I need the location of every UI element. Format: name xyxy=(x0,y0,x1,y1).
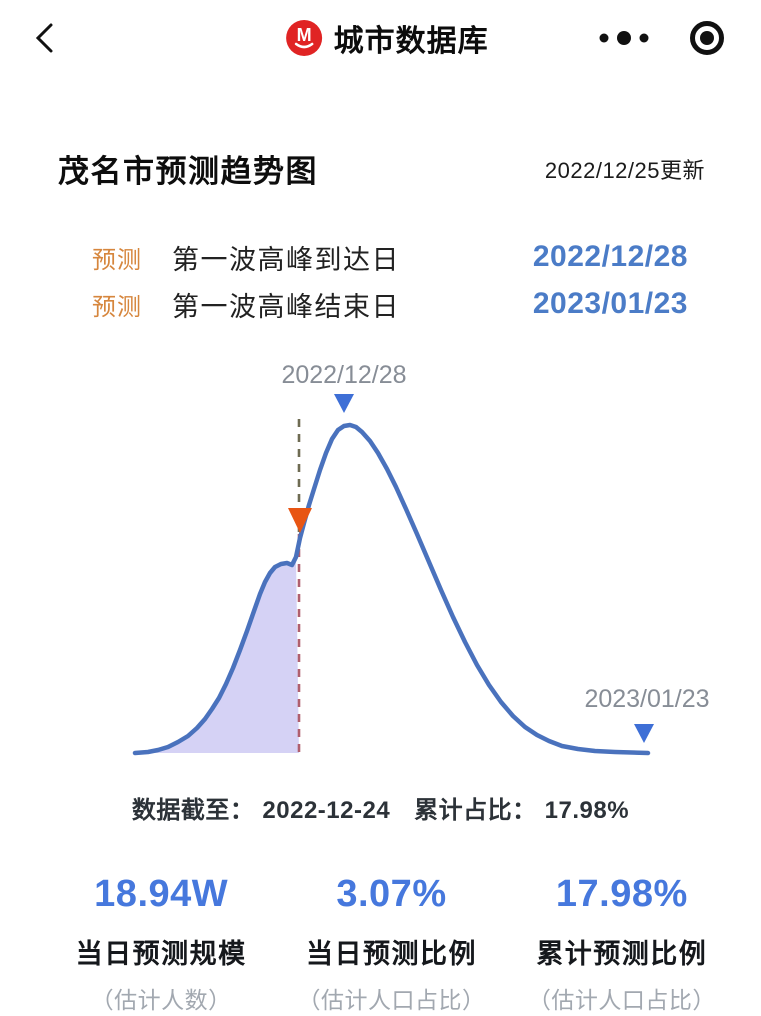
cutoff-arrow-icon xyxy=(288,508,312,533)
trend-chart-svg: 2022/12/28 2023/01/23 xyxy=(132,361,710,756)
prediction-label: 第一波高峰到达日 xyxy=(172,244,400,275)
chart-caption: 数据截至： 2022-12-24 累计占比： 17.98% xyxy=(0,790,761,825)
stat-value: 3.07% xyxy=(336,873,447,915)
share-caption-label: 累计占比： xyxy=(414,797,537,824)
navbar: M 城市数据库 xyxy=(0,0,761,76)
prediction-label: 第一波高峰结束日 xyxy=(172,291,400,322)
more-menu-button[interactable] xyxy=(597,29,651,47)
prediction-row-peak: 预测 第一波高峰到达日 2022/12/28 xyxy=(92,240,688,275)
prediction-row-end: 预测 第一波高峰结束日 2023/01/23 xyxy=(92,287,688,322)
stat-sublabel: （估计人数） xyxy=(90,987,232,1013)
stat-label: 累计预测比例 xyxy=(536,939,708,969)
stat-cumulative-ratio: 17.98% 累计预测比例 （估计人口占比） xyxy=(507,873,737,1015)
close-capsule-button[interactable] xyxy=(687,18,727,58)
circle-dot-icon xyxy=(690,21,724,55)
prediction-curve xyxy=(132,422,651,756)
more-dots-icon xyxy=(599,31,649,45)
page-title: 茂名市预测趋势图 xyxy=(58,154,318,189)
svg-text:M: M xyxy=(296,25,311,45)
back-button[interactable] xyxy=(30,18,64,58)
cutoff-caption-label: 数据截至： xyxy=(131,797,255,824)
stats-row: 18.94W 当日预测规模 （估计人数） 3.07% 当日预测比例 （估计人口占… xyxy=(0,873,761,1015)
stat-label: 当日预测比例 xyxy=(305,939,477,969)
stat-value: 17.98% xyxy=(555,873,688,915)
peak-date-label: 2022/12/28 xyxy=(281,361,406,389)
prediction-badge: 预测 xyxy=(92,246,142,274)
chevron-left-icon xyxy=(35,23,53,53)
app-title: 城市数据库 xyxy=(333,25,489,58)
stat-value: 18.94W xyxy=(94,873,229,915)
peak-triangle-icon xyxy=(334,394,354,413)
stat-daily-ratio: 3.07% 当日预测比例 （估计人口占比） xyxy=(276,873,506,1015)
end-triangle-icon xyxy=(634,724,654,743)
cutoff-caption-value: 2022-12-24 xyxy=(262,797,391,824)
page-head: 茂名市预测趋势图 2022/12/25更新 xyxy=(0,146,761,191)
content: 茂名市预测趋势图 2022/12/25更新 预测 第一波高峰到达日 2022/1… xyxy=(0,146,761,1015)
stat-label: 当日预测规模 xyxy=(75,939,247,969)
stat-daily-scale: 18.94W 当日预测规模 （估计人数） xyxy=(46,873,276,1015)
actual-data-area xyxy=(135,557,299,753)
prediction-date: 2023/01/23 xyxy=(532,287,688,320)
stat-sublabel: （估计人口占比） xyxy=(527,987,716,1013)
update-date: 2022/12/25更新 xyxy=(544,157,705,183)
end-date-label: 2023/01/23 xyxy=(584,685,709,713)
share-caption-value: 17.98% xyxy=(544,797,630,824)
app-logo-icon: M xyxy=(285,19,323,57)
prediction-badge: 预测 xyxy=(92,293,142,321)
nav-actions xyxy=(597,18,727,58)
trend-chart: 2022/12/28 2023/01/23 xyxy=(0,346,761,786)
nav-title-group: M 城市数据库 xyxy=(285,16,489,60)
stat-sublabel: （估计人口占比） xyxy=(297,987,486,1013)
prediction-list: 预测 第一波高峰到达日 2022/12/28 预测 第一波高峰结束日 2023/… xyxy=(0,240,761,322)
prediction-date: 2022/12/28 xyxy=(532,240,688,273)
